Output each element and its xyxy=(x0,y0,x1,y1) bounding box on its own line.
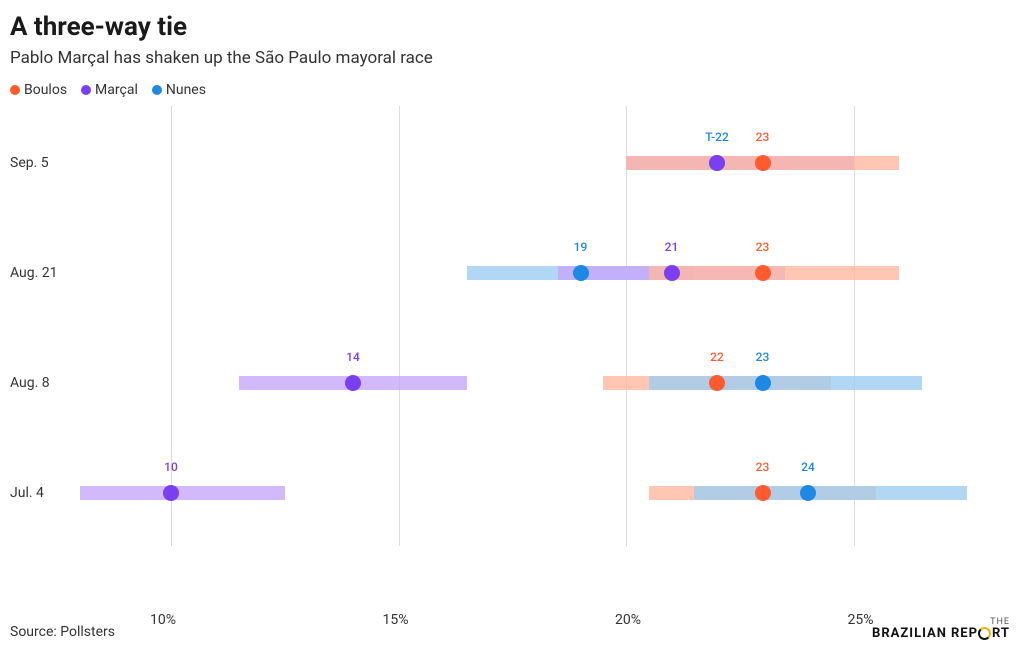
poll-row: Aug. 8142223 xyxy=(80,374,990,392)
row-date-label: Jul. 4 xyxy=(10,485,70,501)
legend-swatch-marcal xyxy=(81,85,91,95)
row-date-label: Aug. 21 xyxy=(10,265,70,281)
value-label-boulos: 23 xyxy=(756,460,770,474)
error-bar-nunes xyxy=(694,486,967,500)
source-text: Source: Pollsters xyxy=(10,624,115,640)
point-marcal xyxy=(709,155,725,171)
value-label-boulos: 23 xyxy=(756,130,770,144)
chart-footer: Source: Pollsters THE BRAZILIAN REPRT xyxy=(10,618,1010,640)
legend-label-marcal: Marçal xyxy=(95,82,138,98)
point-boulos xyxy=(755,155,771,171)
error-bar-nunes xyxy=(649,376,922,390)
legend-swatch-boulos xyxy=(10,85,20,95)
chart-subtitle: Pablo Marçal has shaken up the São Paulo… xyxy=(10,48,1010,68)
row-date-label: Sep. 5 xyxy=(10,155,70,171)
point-boulos xyxy=(755,265,771,281)
point-boulos xyxy=(709,375,725,391)
point-nunes xyxy=(755,375,771,391)
value-label-nunes: 23 xyxy=(756,350,770,364)
legend-item-marcal: Marçal xyxy=(81,82,138,98)
legend-swatch-nunes xyxy=(152,85,162,95)
legend-label-nunes: Nunes xyxy=(166,82,206,98)
value-label-nunes: 19 xyxy=(574,240,588,254)
point-nunes xyxy=(573,265,589,281)
value-label-nunes: T-22 xyxy=(705,130,729,144)
legend-label-boulos: Boulos xyxy=(24,82,67,98)
plot-area: Sep. 5T-2223 Aug. 21192123 Aug. 8142223 Jul… xyxy=(80,106,990,546)
poll-row: Aug. 21192123 xyxy=(80,264,990,282)
logo-line2-b: REPRT xyxy=(951,626,1010,641)
value-label-nunes: 24 xyxy=(801,460,815,474)
value-label-marcal: 10 xyxy=(164,460,178,474)
legend-item-nunes: Nunes xyxy=(152,82,206,98)
row-date-label: Aug. 8 xyxy=(10,375,70,391)
logo-o-icon xyxy=(978,627,991,640)
value-label-marcal: 21 xyxy=(665,240,679,254)
chart-title: A three-way tie xyxy=(10,12,1010,42)
legend-item-boulos: Boulos xyxy=(10,82,67,98)
point-marcal xyxy=(664,265,680,281)
legend: Boulos Marçal Nunes xyxy=(10,82,1010,98)
point-marcal xyxy=(163,485,179,501)
value-label-boulos: 23 xyxy=(756,240,770,254)
chart-container: A three-way tie Pablo Marçal has shaken … xyxy=(0,0,1020,650)
value-label-boulos: 22 xyxy=(710,350,724,364)
poll-row: Jul. 4102324 xyxy=(80,484,990,502)
poll-row: Sep. 5T-2223 xyxy=(80,154,990,172)
error-bar-marcal xyxy=(80,486,285,500)
publisher-logo: THE BRAZILIAN REPRT xyxy=(872,618,1010,640)
point-nunes xyxy=(800,485,816,501)
point-boulos xyxy=(755,485,771,501)
logo-line2-a: BRAZILIAN xyxy=(872,626,947,641)
error-bar-boulos xyxy=(649,266,899,280)
value-label-marcal: 14 xyxy=(346,350,360,364)
point-marcal xyxy=(345,375,361,391)
